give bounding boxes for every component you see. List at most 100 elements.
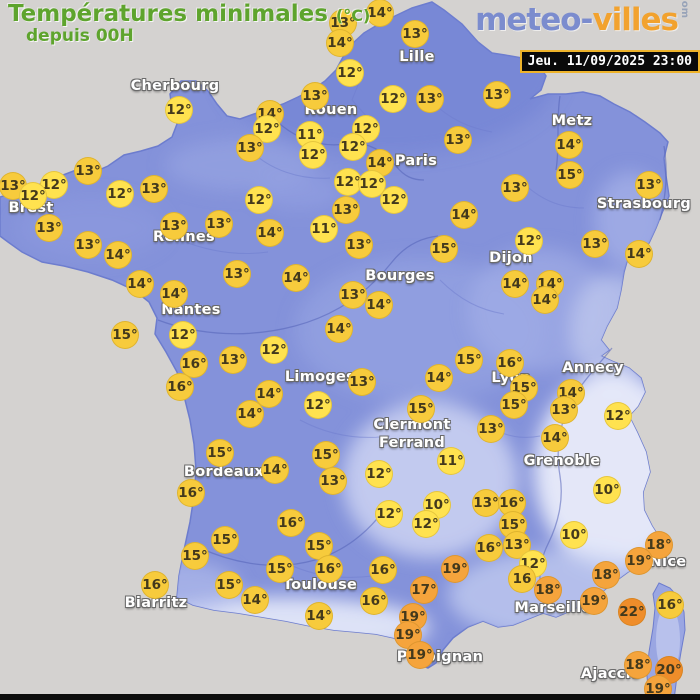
temp-bubble: 15° [407, 395, 435, 423]
temp-bubble: 19° [625, 547, 653, 575]
temp-bubble: 12° [365, 460, 393, 488]
temp-bubble: 14° [450, 201, 478, 229]
temp-bubble: 13° [205, 210, 233, 238]
temp-bubble: 11° [310, 215, 338, 243]
temp-bubble: 22° [618, 598, 646, 626]
temp-bubble: 14° [236, 400, 264, 428]
temp-bubble: 19° [580, 587, 608, 615]
city-label-limoges: Limoges [284, 369, 356, 385]
temp-bubble: 12° [412, 510, 440, 538]
temp-bubble: 15° [211, 526, 239, 554]
temp-bubble: 16° [369, 556, 397, 584]
temp-bubble: 12° [358, 170, 386, 198]
temp-bubble: 16° [496, 349, 524, 377]
city-label-lille: Lille [399, 49, 435, 65]
temp-bubble: 10° [560, 521, 588, 549]
temp-bubble: 15° [206, 439, 234, 467]
title-unit: (°C) [335, 6, 371, 25]
temp-bubble: 12° [165, 96, 193, 124]
temp-bubble: 13° [339, 281, 367, 309]
city-label-bordeaux: Bordeaux [183, 464, 265, 480]
page-title: Températures minimales (°C) [8, 2, 370, 26]
meteo-villes-logo[interactable]: meteo-villes.com [475, 0, 690, 38]
temp-bubble: 12° [339, 133, 367, 161]
city-label-paris: Paris [394, 153, 438, 169]
temp-bubble: 13° [140, 175, 168, 203]
temp-bubble: 14° [104, 241, 132, 269]
datetime-badge: Jeu. 11/09/2025 23:00 [519, 50, 700, 73]
temp-bubble: 12° [304, 391, 332, 419]
temp-bubble: 12° [260, 336, 288, 364]
temp-bubble: 12° [106, 180, 134, 208]
temp-bubble: 13° [74, 231, 102, 259]
title-text: Températures minimales [8, 1, 328, 27]
temp-bubble: 12° [352, 115, 380, 143]
logo-part-orange: villes [592, 2, 679, 38]
temp-bubble: 19° [406, 641, 434, 669]
temp-bubble: 16° [180, 350, 208, 378]
temp-bubble: 13° [319, 467, 347, 495]
temp-bubble: 13° [35, 214, 63, 242]
header: Températures minimales (°C) depuis 00H [8, 2, 370, 46]
temp-bubble: 12° [604, 402, 632, 430]
city-label-clermont: Clermont [373, 417, 451, 433]
temp-bubble: 10° [593, 476, 621, 504]
temp-bubble: 12° [334, 168, 362, 196]
city-label-metz: Metz [551, 113, 593, 129]
city-label-cherbourg: Cherbourg [130, 78, 220, 94]
city-label-marseille: Marseille [514, 600, 592, 616]
temp-bubble: 12° [336, 59, 364, 87]
temp-bubble: 15° [430, 235, 458, 263]
temp-bubble: 14° [256, 219, 284, 247]
temp-bubble: 14° [366, 0, 394, 27]
logo-part-blue: meteo- [475, 2, 593, 38]
temp-bubble: 16° [177, 479, 205, 507]
temp-bubble: 16° [475, 534, 503, 562]
temp-bubble: 13° [472, 489, 500, 517]
temp-bubble: 16° [277, 509, 305, 537]
city-label-grenoble: Grenoble [523, 453, 601, 469]
temp-bubble: 14° [531, 286, 559, 314]
temp-bubble: 16 [508, 565, 536, 593]
temp-bubble: 14° [261, 456, 289, 484]
temp-bubble: 13° [332, 196, 360, 224]
temp-bubble: 13° [160, 212, 188, 240]
temp-bubble: 15° [215, 571, 243, 599]
temp-bubble: 14° [555, 131, 583, 159]
temp-bubble: 16° [360, 587, 388, 615]
temp-bubble: 13° [223, 260, 251, 288]
temp-bubble: 15° [500, 391, 528, 419]
city-label-biarritz: Biarritz [124, 595, 188, 611]
temp-bubble: 14° [160, 280, 188, 308]
temp-bubble: 13° [477, 415, 505, 443]
temp-bubble: 16° [166, 373, 194, 401]
temp-bubble: 14° [325, 315, 353, 343]
temp-bubble: 15° [455, 346, 483, 374]
bottom-bar [0, 694, 700, 700]
temp-bubble: 12° [169, 321, 197, 349]
city-label-annecy: Annecy [562, 360, 624, 376]
temp-bubble: 12° [299, 141, 327, 169]
city-label-dijon: Dijon [489, 250, 533, 266]
temp-bubble: 13° [401, 20, 429, 48]
temp-bubble: 13° [483, 81, 511, 109]
temp-bubble: 14° [326, 29, 354, 57]
temp-bubble: 13° [501, 174, 529, 202]
temp-bubble: 14° [241, 586, 269, 614]
temp-bubble: 15° [266, 555, 294, 583]
temp-bubble: 14° [305, 602, 333, 630]
temp-bubble: 12° [245, 186, 273, 214]
temp-bubble: 14° [365, 291, 393, 319]
city-label-bourges: Bourges [365, 268, 435, 284]
temp-bubble: 13° [635, 171, 663, 199]
city-label-toulouse: Toulouse [282, 577, 358, 593]
page-subtitle: depuis 00H [26, 26, 134, 47]
temp-bubble: 15° [556, 161, 584, 189]
temp-bubble: 17° [410, 576, 438, 604]
temp-bubble: 14° [501, 270, 529, 298]
temp-bubble: 13° [581, 230, 609, 258]
temp-bubble: 13° [550, 396, 578, 424]
temp-bubble: 12° [379, 85, 407, 113]
temp-bubble: 14° [126, 270, 154, 298]
